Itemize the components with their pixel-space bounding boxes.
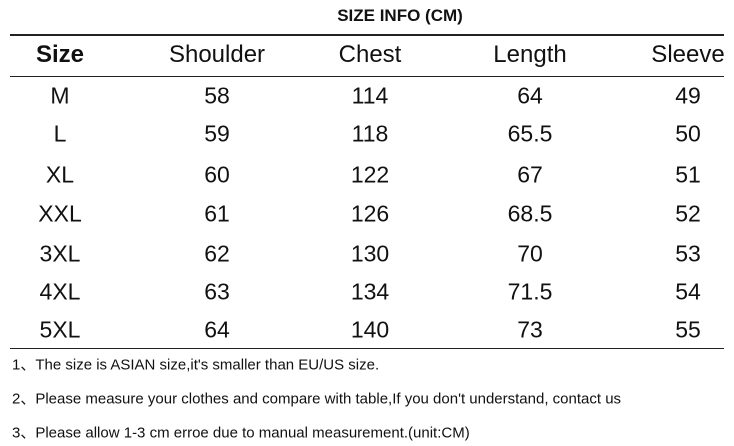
table-cell: 51	[675, 161, 701, 188]
header-rule	[10, 76, 724, 77]
table-cell: XL	[45, 161, 75, 188]
table-cell: XXL	[38, 200, 82, 227]
table-cell: 58	[204, 82, 230, 109]
table-cell: 70	[517, 240, 543, 267]
table-cell: 49	[675, 82, 701, 109]
table-cell: 63	[204, 278, 230, 305]
table-title: SIZE INFO (CM)	[337, 6, 463, 25]
header-cell: Length	[493, 41, 567, 68]
table-cell: 126	[350, 200, 390, 227]
table-cell: 114	[351, 82, 389, 109]
top-rule	[10, 34, 724, 36]
table-cell: 52	[675, 200, 701, 227]
table-cell: 55	[675, 316, 701, 343]
table-cell: 60	[204, 161, 230, 188]
table-cell: 64	[204, 316, 230, 343]
table-cell: 50	[675, 120, 701, 147]
table-cell: 62	[204, 240, 230, 267]
table-cell: 64	[517, 82, 543, 109]
table-cell: 71.5	[507, 278, 553, 305]
note-line: 1、The size is ASIAN size,it's smaller th…	[12, 356, 380, 374]
header-cell: Sleeve	[651, 41, 725, 68]
table-cell: 67	[517, 161, 543, 188]
table-cell: 4XL	[39, 278, 81, 305]
table-cell: 53	[675, 240, 701, 267]
header-cell: Chest	[338, 41, 402, 68]
table-cell: M	[50, 82, 70, 109]
note-line: 3、Please allow 1-3 cm erroe due to manua…	[12, 424, 470, 442]
table-cell: 134	[350, 278, 390, 305]
header-cell: Shoulder	[168, 41, 266, 68]
table-cell: 3XL	[39, 240, 81, 267]
bottom-rule	[10, 348, 724, 349]
table-cell: 130	[350, 240, 390, 267]
table-cell: 118	[351, 120, 389, 147]
table-cell: 5XL	[39, 316, 81, 343]
table-cell: 61	[204, 200, 230, 227]
note-line: 2、Please measure your clothes and compar…	[12, 390, 622, 408]
table-cell: 122	[350, 161, 390, 188]
table-cell: 59	[204, 120, 230, 147]
table-cell: 68.5	[507, 200, 553, 227]
table-cell: 54	[675, 278, 701, 305]
header-cell: Size	[35, 41, 85, 68]
table-cell: L	[53, 120, 67, 147]
table-cell: 73	[517, 316, 543, 343]
table-cell: 140	[350, 316, 390, 343]
table-cell: 65.5	[507, 120, 553, 147]
